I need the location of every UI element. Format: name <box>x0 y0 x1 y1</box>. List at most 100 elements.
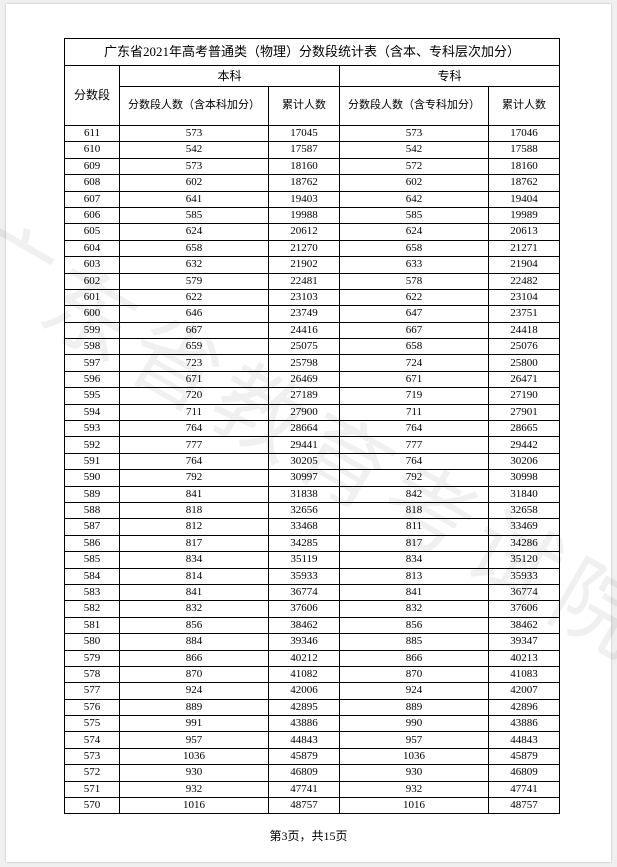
table-row: 5788704108287041083 <box>65 666 560 682</box>
table-cell: 29442 <box>489 437 560 453</box>
table-cell: 580 <box>65 634 120 650</box>
table-cell: 25075 <box>269 339 340 355</box>
page: 广东省教育考试院 广东省2021年高考普通类（物理）分数段统计表（含本、专科层次… <box>6 4 611 862</box>
table-cell: 47741 <box>269 781 340 797</box>
table-cell: 32656 <box>269 502 340 518</box>
table-cell: 39346 <box>269 634 340 650</box>
table-cell: 24416 <box>269 322 340 338</box>
table-cell: 818 <box>340 502 489 518</box>
table-cell: 34286 <box>489 535 560 551</box>
table-row: 5759914388699043886 <box>65 716 560 732</box>
table-row: 5957202718971927190 <box>65 388 560 404</box>
table-cell: 602 <box>120 175 269 191</box>
table-cell: 25076 <box>489 339 560 355</box>
table-cell: 641 <box>120 191 269 207</box>
table-cell: 35933 <box>489 568 560 584</box>
table-cell: 885 <box>340 634 489 650</box>
table-cell: 18160 <box>489 158 560 174</box>
table-cell: 37606 <box>489 601 560 617</box>
col-zhuanke-cum-header: 累计人数 <box>489 87 560 126</box>
table-cell: 18160 <box>269 158 340 174</box>
table-cell: 764 <box>120 453 269 469</box>
table-cell: 642 <box>340 191 489 207</box>
table-row: 5729304680993046809 <box>65 765 560 781</box>
table-row: 6056242061262420613 <box>65 224 560 240</box>
table-row: 6016222310362223104 <box>65 289 560 305</box>
table-row: 5768894289588942896 <box>65 699 560 715</box>
table-cell: 35119 <box>269 552 340 568</box>
table-cell: 574 <box>65 732 120 748</box>
table-cell: 23103 <box>269 289 340 305</box>
table-row: 5937642866476428665 <box>65 421 560 437</box>
table-cell: 19404 <box>489 191 560 207</box>
table-row: 5719324774193247741 <box>65 781 560 797</box>
table-cell: 889 <box>120 699 269 715</box>
table-cell: 581 <box>65 617 120 633</box>
table-cell: 40213 <box>489 650 560 666</box>
table-cell: 26471 <box>489 371 560 387</box>
table-cell: 42006 <box>269 683 340 699</box>
table-cell: 578 <box>340 273 489 289</box>
table-cell: 18762 <box>269 175 340 191</box>
group-row: 分数段 本科 专科 <box>65 66 560 87</box>
table-cell: 30997 <box>269 470 340 486</box>
table-cell: 46809 <box>489 765 560 781</box>
table-cell: 570 <box>65 798 120 814</box>
table-row: 6105421758754217588 <box>65 142 560 158</box>
table-cell: 37606 <box>269 601 340 617</box>
table-row: 6006462374964723751 <box>65 306 560 322</box>
table-cell: 764 <box>120 421 269 437</box>
table-row: 5996672441666724418 <box>65 322 560 338</box>
table-cell: 578 <box>65 666 120 682</box>
col-benke-group: 本科 <box>120 66 340 87</box>
table-cell: 22482 <box>489 273 560 289</box>
table-cell: 585 <box>120 207 269 223</box>
table-cell: 991 <box>120 716 269 732</box>
table-row: 5858343511983435120 <box>65 552 560 568</box>
table-cell: 40212 <box>269 650 340 666</box>
table-row: 5898413183884231840 <box>65 486 560 502</box>
table-cell: 1016 <box>120 798 269 814</box>
table-row: 6095731816057218160 <box>65 158 560 174</box>
table-cell: 43886 <box>269 716 340 732</box>
table-cell: 647 <box>340 306 489 322</box>
table-cell: 39347 <box>489 634 560 650</box>
table-cell: 604 <box>65 240 120 256</box>
table-cell: 841 <box>120 486 269 502</box>
table-cell: 48757 <box>489 798 560 814</box>
table-cell: 23749 <box>269 306 340 322</box>
table-cell: 20612 <box>269 224 340 240</box>
table-cell: 611 <box>65 126 120 142</box>
table-cell: 711 <box>340 404 489 420</box>
table-row: 6086021876260218762 <box>65 175 560 191</box>
table-row: 5828323760683237606 <box>65 601 560 617</box>
table-cell: 671 <box>120 371 269 387</box>
table-cell: 572 <box>340 158 489 174</box>
table-row: 5848143593381335933 <box>65 568 560 584</box>
table-cell: 866 <box>340 650 489 666</box>
table-cell: 26469 <box>269 371 340 387</box>
table-cell: 866 <box>120 650 269 666</box>
title-row: 广东省2021年高考普通类（物理）分数段统计表（含本、专科层次加分） <box>65 39 560 66</box>
table-cell: 19988 <box>269 207 340 223</box>
table-cell: 595 <box>65 388 120 404</box>
table-cell: 792 <box>120 470 269 486</box>
table-cell: 594 <box>65 404 120 420</box>
table-cell: 586 <box>65 535 120 551</box>
table-cell: 45879 <box>489 748 560 764</box>
table-cell: 889 <box>340 699 489 715</box>
table-cell: 21904 <box>489 257 560 273</box>
table-cell: 812 <box>120 519 269 535</box>
table-cell: 599 <box>65 322 120 338</box>
table-cell: 924 <box>340 683 489 699</box>
table-cell: 28665 <box>489 421 560 437</box>
table-cell: 17587 <box>269 142 340 158</box>
table-cell: 571 <box>65 781 120 797</box>
table-cell: 592 <box>65 437 120 453</box>
page-footer: 第3页，共15页 <box>6 827 611 844</box>
table-cell: 624 <box>340 224 489 240</box>
table-cell: 811 <box>340 519 489 535</box>
table-cell: 36774 <box>269 584 340 600</box>
table-row: 6115731704557317046 <box>65 126 560 142</box>
table-row: 5917643020576430206 <box>65 453 560 469</box>
